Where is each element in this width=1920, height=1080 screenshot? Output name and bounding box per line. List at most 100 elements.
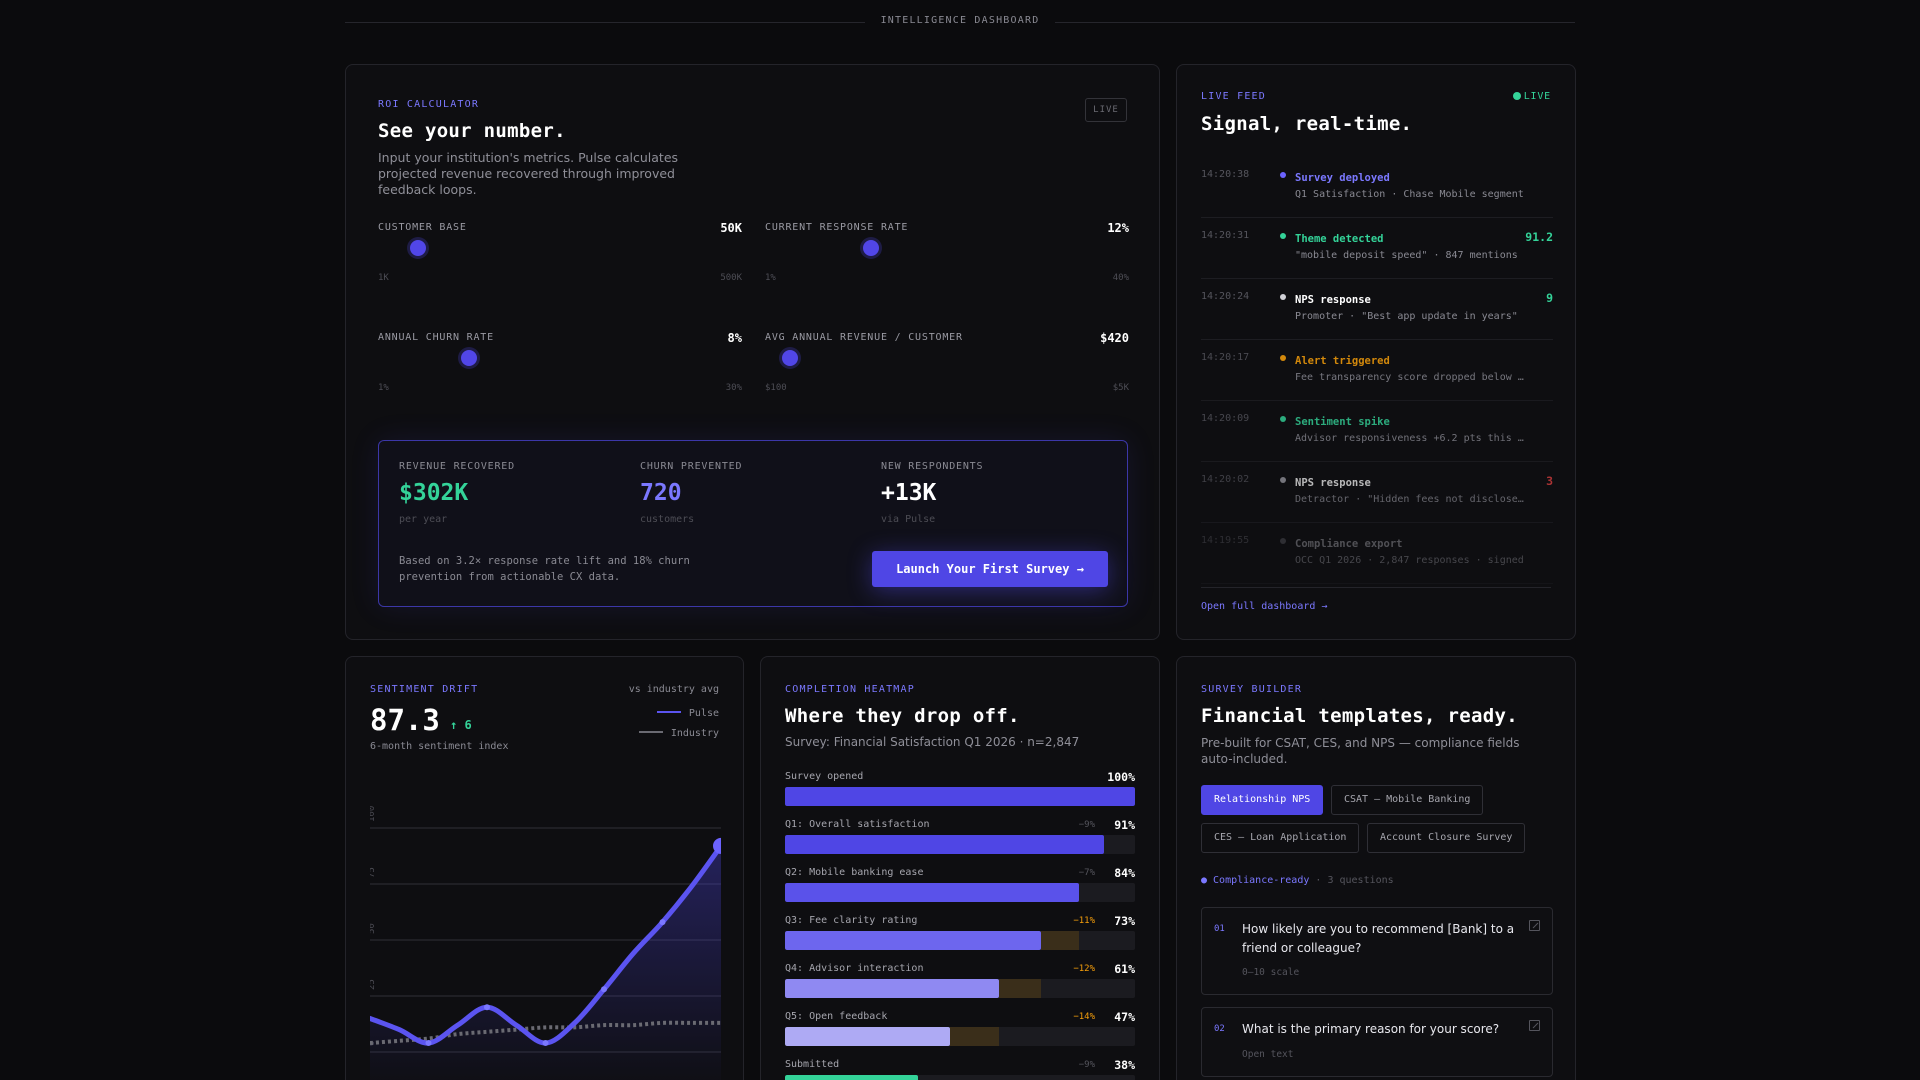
roi-calculator-card: ROI CALCULATOR See your number. Input yo… <box>345 64 1160 640</box>
heatmap-row-percent: 91% <box>1114 818 1135 832</box>
heatmap-bar <box>785 1075 918 1080</box>
heatmap-row-label: Q4: Advisor interaction <box>785 963 924 974</box>
feed-time: 14:20:38 <box>1201 169 1250 180</box>
legend-industry-swatch <box>638 731 663 733</box>
heatmap-row: Submitted −9% 38% <box>785 1058 1135 1080</box>
heatmap-bar <box>785 979 999 998</box>
template-csat-mobile-banking[interactable]: CSAT — Mobile Banking <box>1331 785 1484 815</box>
slider-min: $100 <box>765 383 787 393</box>
slider-min: 1% <box>378 383 389 393</box>
feed-item[interactable]: 14:20:02 NPS response Detractor · "Hidden … <box>1201 462 1553 523</box>
builder-eyebrow: SURVEY BUILDER <box>1201 684 1303 695</box>
stat-sub: customers <box>640 514 695 525</box>
pulse-area <box>370 845 721 1080</box>
sentiment-drift-card: SENTIMENT DRIFT vs industry avg 87.3 ↑ 6… <box>345 656 744 1080</box>
feed-time: 14:20:24 <box>1201 291 1250 302</box>
slider-knob[interactable] <box>782 350 799 366</box>
heatmap-row: Q1: Overall satisfaction −9% 91% <box>785 818 1135 867</box>
status-dot-icon <box>1280 355 1286 361</box>
feed-item[interactable]: 14:20:24 NPS response Promoter · "Best app… <box>1201 279 1553 340</box>
customer-base-slider[interactable]: CUSTOMER BASE 50K 1K 500K <box>378 221 742 312</box>
feed-item[interactable]: 14:20:31 Theme detected "mobile deposit sp… <box>1201 218 1553 279</box>
slider-max: 40% <box>1112 273 1129 283</box>
avg-revenue-slider[interactable]: AVG ANNUAL REVENUE / CUSTOMER $420 $100 … <box>765 331 1129 422</box>
heatmap-bar-track <box>785 1075 1135 1080</box>
heatmap-survey-label: Survey: Financial Satisfaction Q1 2026 ·… <box>785 735 1080 749</box>
slider-label: CURRENT RESPONSE RATE <box>765 222 909 233</box>
feed-title: Sentiment spike <box>1295 416 1390 428</box>
edit-icon[interactable] <box>1529 1020 1540 1031</box>
feed-time: 14:20:09 <box>1201 413 1250 424</box>
feed-item[interactable]: 14:19:55 Compliance export OCC Q1 2026 · 2… <box>1201 523 1553 584</box>
edit-icon[interactable] <box>1529 920 1540 931</box>
stat-value: $302K <box>399 480 469 506</box>
roi-description: Input your institution's metrics. Pulse … <box>378 150 679 197</box>
pulse-point <box>601 986 607 993</box>
heatmap-row-label: Survey opened <box>785 771 864 782</box>
heatmap-title: Where they drop off. <box>785 705 1020 727</box>
sentiment-value: 87.3 <box>370 703 440 737</box>
feed-item[interactable]: 14:20:09 Sentiment spike Advisor responsiv… <box>1201 401 1553 462</box>
slider-track[interactable] <box>378 358 742 362</box>
legend-industry: Industry <box>638 728 719 739</box>
heatmap-row-drop: −9% <box>1078 1060 1095 1070</box>
builder-title: Financial templates, ready. <box>1201 705 1518 727</box>
live-indicator: LIVE <box>1512 91 1551 102</box>
heatmap-bar-dropoff <box>949 1027 999 1046</box>
slider-knob[interactable] <box>410 240 427 256</box>
heatmap-row: Survey opened 100% <box>785 770 1135 819</box>
slider-track[interactable] <box>765 248 1129 252</box>
launch-survey-button[interactable]: Launch Your First Survey → <box>872 551 1108 587</box>
template-relationship-nps[interactable]: Relationship NPS <box>1201 785 1324 815</box>
open-dashboard-link[interactable]: Open full dashboard → <box>1201 601 1328 612</box>
slider-max: 30% <box>725 383 742 393</box>
slider-track[interactable] <box>765 358 1129 362</box>
heatmap-row: Q4: Advisor interaction −12% 61% <box>785 962 1135 1011</box>
feed-title: Alert triggered <box>1295 355 1390 367</box>
slider-min: 1% <box>765 273 776 283</box>
heatmap-bar <box>785 931 1041 950</box>
status-dot-icon <box>1280 233 1286 239</box>
industry-line <box>370 1020 721 1046</box>
heatmap-row-percent: 47% <box>1114 1010 1135 1024</box>
survey-builder-card: SURVEY BUILDER Financial templates, read… <box>1176 656 1576 1080</box>
heatmap-bar <box>785 835 1104 854</box>
template-account-closure[interactable]: Account Closure Survey <box>1367 823 1526 853</box>
feed-score: 9 <box>1546 291 1553 305</box>
question-kind: 0–10 scale <box>1242 967 1300 978</box>
status-dot-icon <box>1280 416 1286 422</box>
churn-prevented-stat: CHURN PREVENTED 720 customers <box>640 461 840 525</box>
heatmap-bar-track <box>785 979 1135 998</box>
slider-knob[interactable] <box>862 240 879 256</box>
heatmap-row-label: Q1: Overall satisfaction <box>785 819 930 830</box>
churn-rate-slider[interactable]: ANNUAL CHURN RATE 8% 1% 30% <box>378 331 742 422</box>
heatmap-row: Q5: Open feedback −14% 47% <box>785 1010 1135 1059</box>
sentiment-caption: 6-month sentiment index <box>370 741 509 752</box>
slider-track[interactable] <box>378 248 742 252</box>
feed-score: 3 <box>1546 474 1553 488</box>
completion-heatmap-card: COMPLETION HEATMAP Where they drop off. … <box>760 656 1160 1080</box>
question-card[interactable]: 02 What is the primary reason for your s… <box>1201 1007 1553 1077</box>
feed-item[interactable]: 14:20:17 Alert triggered Fee transparency … <box>1201 340 1553 401</box>
heatmap-row-label: Submitted <box>785 1059 840 1070</box>
slider-knob[interactable] <box>461 350 477 366</box>
heatmap-row-percent: 84% <box>1114 866 1135 880</box>
feed-time: 14:20:17 <box>1201 352 1250 363</box>
heatmap-row: Q2: Mobile banking ease −7% 84% <box>785 866 1135 915</box>
pulse-point <box>425 1040 432 1047</box>
question-card[interactable]: 01 How likely are you to recommend [Bank… <box>1201 907 1553 995</box>
heatmap-row-drop: −14% <box>1073 1012 1095 1022</box>
feed-title: Signal, real-time. <box>1201 113 1413 135</box>
feed-detail: Advisor responsiveness +6.2 pts this wee… <box>1295 433 1525 444</box>
template-ces-loan-application[interactable]: CES — Loan Application <box>1201 823 1360 853</box>
slider-label: AVG ANNUAL REVENUE / CUSTOMER <box>765 332 963 343</box>
slider-value: 12% <box>1107 221 1129 235</box>
heatmap-row-label: Q2: Mobile banking ease <box>785 867 924 878</box>
feed-time: 14:19:55 <box>1201 535 1250 546</box>
response-rate-slider[interactable]: CURRENT RESPONSE RATE 12% 1% 40% <box>765 221 1129 312</box>
roi-eyebrow: ROI CALCULATOR <box>378 99 480 110</box>
heatmap-row-percent: 38% <box>1114 1058 1135 1072</box>
compliance-status: ● Compliance-ready · 3 questions <box>1201 875 1394 886</box>
feed-item[interactable]: 14:20:38 Survey deployed Q1 Satisfaction ·… <box>1201 157 1553 218</box>
status-dot-icon <box>1280 294 1286 300</box>
